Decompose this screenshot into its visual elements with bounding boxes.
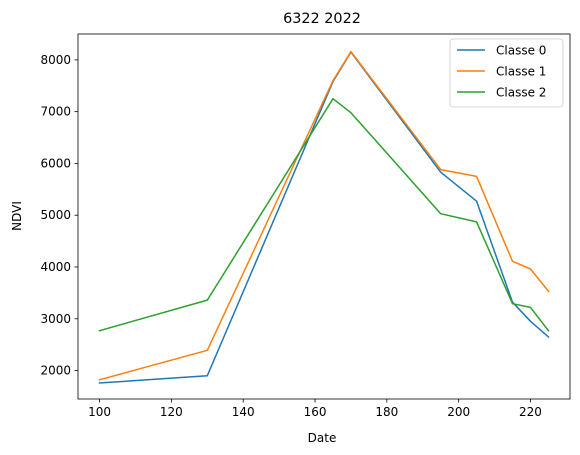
y-tick-label: 2000 <box>40 364 71 378</box>
series-line-classe-0 <box>98 51 550 384</box>
x-tick-label: 100 <box>88 405 111 419</box>
legend-box <box>449 38 564 108</box>
series-layer <box>98 50 550 384</box>
plot-frame <box>77 33 571 400</box>
x-tick-label: 140 <box>232 405 255 419</box>
legend: Classe 0 Classe 1 Classe 2 <box>449 38 564 108</box>
y-tick-label: 4000 <box>40 260 71 274</box>
legend-label-classe-0: Classe 0 <box>496 44 546 58</box>
x-tick-label: 160 <box>304 405 327 419</box>
x-tick-label: 180 <box>375 405 398 419</box>
x-tick-label: 220 <box>519 405 542 419</box>
chart-title: 6322 2022 <box>283 11 361 27</box>
x-axis-label: Date <box>308 431 337 445</box>
y-tick-label: 8000 <box>40 53 71 67</box>
legend-label-classe-2: Classe 2 <box>496 86 546 100</box>
y-axis: 2000 3000 4000 5000 6000 7000 8000 <box>40 53 78 378</box>
y-tick-label: 7000 <box>40 105 71 119</box>
x-tick-label: 120 <box>160 405 183 419</box>
legend-label-classe-1: Classe 1 <box>496 65 546 79</box>
y-tick-label: 5000 <box>40 208 71 222</box>
y-tick-label: 6000 <box>40 156 71 170</box>
y-axis-label: NDVI <box>10 201 24 231</box>
series-line-classe-2 <box>98 97 550 332</box>
series-line-classe-1 <box>98 50 550 381</box>
x-axis: 100 120 140 160 180 200 220 <box>88 399 542 419</box>
y-tick-label: 3000 <box>40 312 71 326</box>
x-tick-label: 200 <box>447 405 470 419</box>
